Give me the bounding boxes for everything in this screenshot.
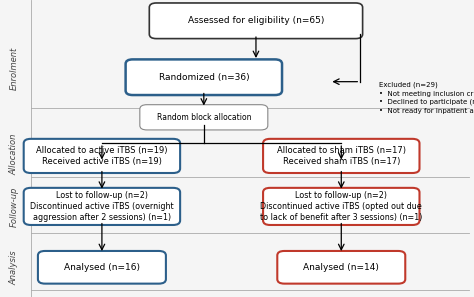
FancyBboxPatch shape bbox=[140, 105, 268, 130]
Text: Enrolment: Enrolment bbox=[10, 47, 18, 90]
Text: Random block allocation: Random block allocation bbox=[156, 113, 251, 122]
FancyBboxPatch shape bbox=[263, 139, 419, 173]
FancyBboxPatch shape bbox=[24, 139, 180, 173]
Text: Lost to follow-up (n=2)
Discontinued active iTBS (opted out due
to lack of benef: Lost to follow-up (n=2) Discontinued act… bbox=[260, 191, 422, 222]
Text: Excluded (n=29)
•  Not meeting inclusion criteria (n=19)
•  Declined to particip: Excluded (n=29) • Not meeting inclusion … bbox=[379, 82, 474, 114]
Text: Allocated to sham iTBS (n=17)
Received sham iTBS (n=17): Allocated to sham iTBS (n=17) Received s… bbox=[277, 146, 406, 166]
Text: Analysis: Analysis bbox=[10, 250, 18, 285]
FancyBboxPatch shape bbox=[149, 3, 363, 39]
FancyBboxPatch shape bbox=[38, 251, 166, 284]
Text: Assessed for eligibility (n=65): Assessed for eligibility (n=65) bbox=[188, 16, 324, 25]
Text: Allocated to active iTBS (n=19)
Received active iTBS (n=19): Allocated to active iTBS (n=19) Received… bbox=[36, 146, 168, 166]
Text: Allocation: Allocation bbox=[10, 134, 18, 175]
FancyBboxPatch shape bbox=[126, 59, 282, 95]
FancyBboxPatch shape bbox=[263, 188, 419, 225]
Text: Lost to follow-up (n=2)
Discontinued active iTBS (overnight
aggression after 2 s: Lost to follow-up (n=2) Discontinued act… bbox=[30, 191, 174, 222]
Text: Analysed (n=14): Analysed (n=14) bbox=[303, 263, 379, 272]
Text: Randomized (n=36): Randomized (n=36) bbox=[158, 73, 249, 82]
Text: Analysed (n=16): Analysed (n=16) bbox=[64, 263, 140, 272]
Text: Follow-up: Follow-up bbox=[10, 186, 18, 227]
FancyBboxPatch shape bbox=[277, 251, 405, 284]
FancyBboxPatch shape bbox=[24, 188, 180, 225]
